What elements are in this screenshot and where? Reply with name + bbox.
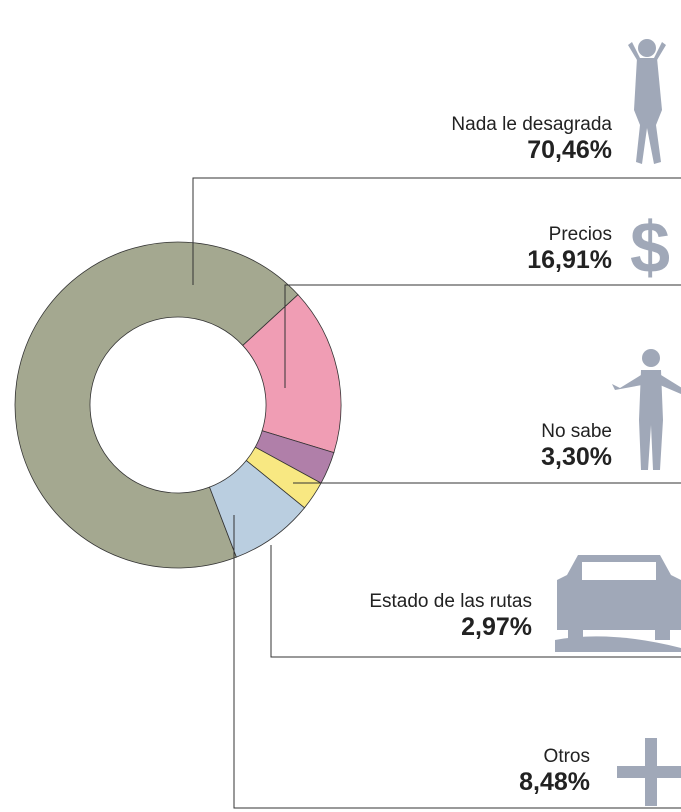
- value-label: 16,91%: [527, 246, 612, 274]
- value-label: 2,97%: [461, 613, 532, 641]
- icon-car: [555, 555, 681, 652]
- value-label: 8,48%: [519, 768, 590, 796]
- category-label: Precios: [549, 224, 612, 245]
- leader-line: [284, 284, 681, 388]
- slice: [14, 241, 299, 569]
- category-label: Nada le desagrada: [451, 114, 612, 135]
- value-label: 70,46%: [527, 136, 612, 164]
- leader-line: [270, 545, 681, 658]
- leader-line: [192, 177, 681, 285]
- icon-shrug: [612, 349, 681, 470]
- value-label: 3,30%: [541, 443, 612, 471]
- category-label: Estado de las rutas: [369, 591, 532, 612]
- icon-dollar: $: [630, 208, 670, 288]
- category-label: Otros: [544, 746, 590, 767]
- category-label: No sabe: [541, 421, 612, 442]
- icon-plus: [617, 738, 681, 806]
- slice: [209, 459, 306, 558]
- icon-person: [628, 39, 666, 164]
- leader-line: [233, 515, 681, 809]
